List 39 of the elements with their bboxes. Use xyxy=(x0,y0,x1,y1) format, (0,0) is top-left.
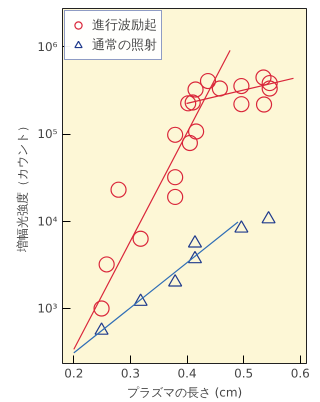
point xyxy=(255,69,272,86)
point xyxy=(168,274,182,287)
point xyxy=(167,126,184,143)
x-tick-label: 0.6 xyxy=(290,366,310,380)
point xyxy=(94,322,109,335)
point xyxy=(261,210,276,224)
y-axis-title: 増幅光強度（カウント） xyxy=(15,120,30,253)
point xyxy=(262,80,278,97)
point xyxy=(233,96,250,112)
point xyxy=(184,94,201,111)
point xyxy=(256,96,272,113)
x-tick-label: 0.2 xyxy=(64,366,84,380)
x-tick-label: 0.4 xyxy=(178,366,197,380)
point xyxy=(167,188,184,206)
point xyxy=(98,256,115,273)
point xyxy=(233,78,250,94)
y-tick-label: 10³ xyxy=(37,301,58,316)
point xyxy=(180,95,196,112)
point xyxy=(188,123,204,140)
point xyxy=(182,134,198,152)
x-tick-label: 0.5 xyxy=(234,366,254,380)
point xyxy=(167,169,184,186)
point xyxy=(134,293,148,306)
point xyxy=(234,220,248,233)
point xyxy=(188,235,202,248)
y-tick-label: 10⁴ xyxy=(37,214,58,228)
x-axis-title: プラズマの長さ (cm) xyxy=(126,386,242,400)
y-tick-label: 10⁶ xyxy=(37,40,58,54)
x-tick-label: 0.3 xyxy=(120,366,140,380)
point xyxy=(212,80,228,97)
y-tick-label: 10⁵ xyxy=(37,127,58,142)
point xyxy=(200,72,216,90)
point xyxy=(132,230,149,247)
point xyxy=(187,81,204,98)
legend-label: 進行波励起 xyxy=(92,17,157,34)
point xyxy=(188,250,202,264)
point xyxy=(110,182,127,198)
legend-label: 通常の照射 xyxy=(92,37,157,54)
point xyxy=(262,74,278,92)
